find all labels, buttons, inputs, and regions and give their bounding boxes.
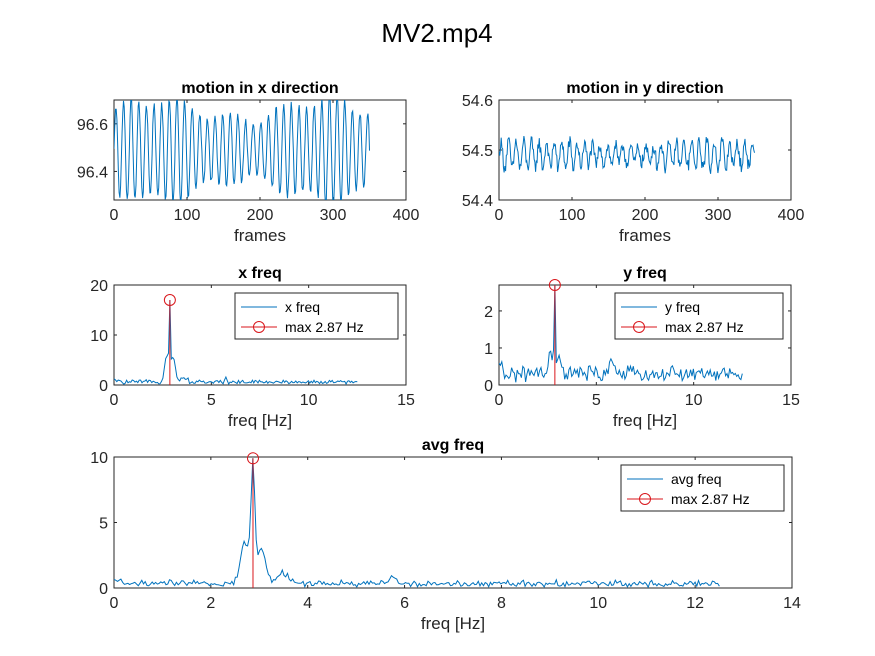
y-tick-label: 1 — [484, 341, 493, 358]
peak-marker — [163, 294, 176, 306]
plot-title: motion in y direction — [566, 80, 723, 97]
x-tick-label: 15 — [782, 392, 800, 409]
series-line — [114, 458, 720, 588]
y-tick-label: 10 — [90, 328, 108, 345]
y-tick-label: 20 — [90, 278, 108, 295]
plot-title: x freq — [238, 265, 282, 282]
plot-title: avg freq — [422, 437, 484, 454]
x-axis-label: freq [Hz] — [228, 411, 292, 430]
y-tick-label: 54.6 — [462, 93, 493, 110]
legend-entry-max: max 2.87 Hz — [665, 319, 744, 335]
plot-x-motion: 0 100 200 300 400 96.4 96.6 motion in x directi… — [77, 80, 420, 245]
x-tick-label: 0 — [495, 207, 504, 224]
legend: y freq max 2.87 Hz — [614, 292, 784, 340]
x-tick-label: 4 — [303, 595, 312, 612]
y-tick-label: 10 — [90, 450, 108, 467]
x-tick-label: 0 — [110, 595, 119, 612]
x-tick-label: 10 — [685, 392, 703, 409]
series-line — [114, 100, 370, 200]
plot-avg-freq: 0 2 4 6 8 10 12 14 0 5 10 avg freq freq [Hz] avg freq… — [90, 437, 801, 633]
x-tick-label: 200 — [632, 207, 659, 224]
y-tick-label: 0 — [99, 378, 108, 395]
x-tick-label: 200 — [247, 207, 274, 224]
y-tick-label: 54.5 — [462, 143, 493, 160]
y-tick-label: 0 — [99, 581, 108, 598]
y-tick-label: 2 — [484, 304, 493, 321]
y-tick-label: 96.4 — [77, 164, 108, 181]
x-tick-label: 100 — [174, 207, 201, 224]
y-tick-label: 5 — [99, 516, 108, 533]
series-line — [499, 136, 755, 174]
x-tick-label: 400 — [778, 207, 805, 224]
x-tick-label: 0 — [495, 392, 504, 409]
x-tick-label: 300 — [320, 207, 347, 224]
x-tick-label: 300 — [705, 207, 732, 224]
y-tick-label: 0 — [484, 378, 493, 395]
x-axis-label: frames — [619, 226, 671, 245]
plot-x-freq: 0 5 10 15 0 10 20 x freq freq [Hz] x freq max 2.87… — [90, 265, 415, 430]
x-tick-label: 0 — [110, 207, 119, 224]
x-axis-label: frames — [234, 226, 286, 245]
legend-box — [614, 292, 784, 340]
x-tick-label: 100 — [559, 207, 586, 224]
x-tick-label: 12 — [686, 595, 704, 612]
x-tick-label: 10 — [300, 392, 318, 409]
plot-y-motion: 0 100 200 300 400 54.4 54.5 54.6 motion in y dir… — [462, 80, 805, 245]
x-tick-label: 6 — [400, 595, 409, 612]
series-line — [499, 285, 743, 383]
x-tick-label: 10 — [589, 595, 607, 612]
x-axis-label: freq [Hz] — [421, 614, 485, 633]
plot-title: y freq — [623, 265, 667, 282]
legend-entry-series: y freq — [665, 299, 700, 315]
legend-entry-series: avg freq — [671, 471, 722, 487]
x-tick-label: 2 — [206, 595, 215, 612]
y-tick-label: 54.4 — [462, 193, 493, 210]
plot-y-freq: 0 5 10 15 0 1 2 y freq freq [Hz] y freq max 2.87 H… — [484, 265, 800, 430]
peak-marker — [246, 452, 259, 465]
legend-entry-max: max 2.87 Hz — [671, 491, 750, 507]
legend-entry-max: max 2.87 Hz — [285, 319, 364, 335]
legend: avg freq max 2.87 Hz — [620, 464, 785, 512]
legend-marker-swatch — [253, 321, 265, 333]
x-tick-label: 15 — [397, 392, 415, 409]
legend: x freq max 2.87 Hz — [234, 292, 399, 340]
plot-title: motion in x direction — [181, 80, 338, 97]
peak-marker — [548, 279, 561, 291]
figure-title: MV2.mp4 — [381, 18, 492, 48]
x-tick-label: 5 — [592, 392, 601, 409]
x-tick-label: 400 — [393, 207, 420, 224]
x-axis-label: freq [Hz] — [613, 411, 677, 430]
series-line — [114, 299, 358, 385]
legend-marker-swatch — [639, 493, 651, 505]
x-tick-label: 8 — [497, 595, 506, 612]
legend-entry-series: x freq — [285, 299, 320, 315]
legend-marker-swatch — [633, 321, 645, 333]
x-tick-label: 5 — [207, 392, 216, 409]
x-tick-label: 14 — [783, 595, 801, 612]
x-tick-label: 0 — [110, 392, 119, 409]
y-tick-label: 96.6 — [77, 117, 108, 134]
